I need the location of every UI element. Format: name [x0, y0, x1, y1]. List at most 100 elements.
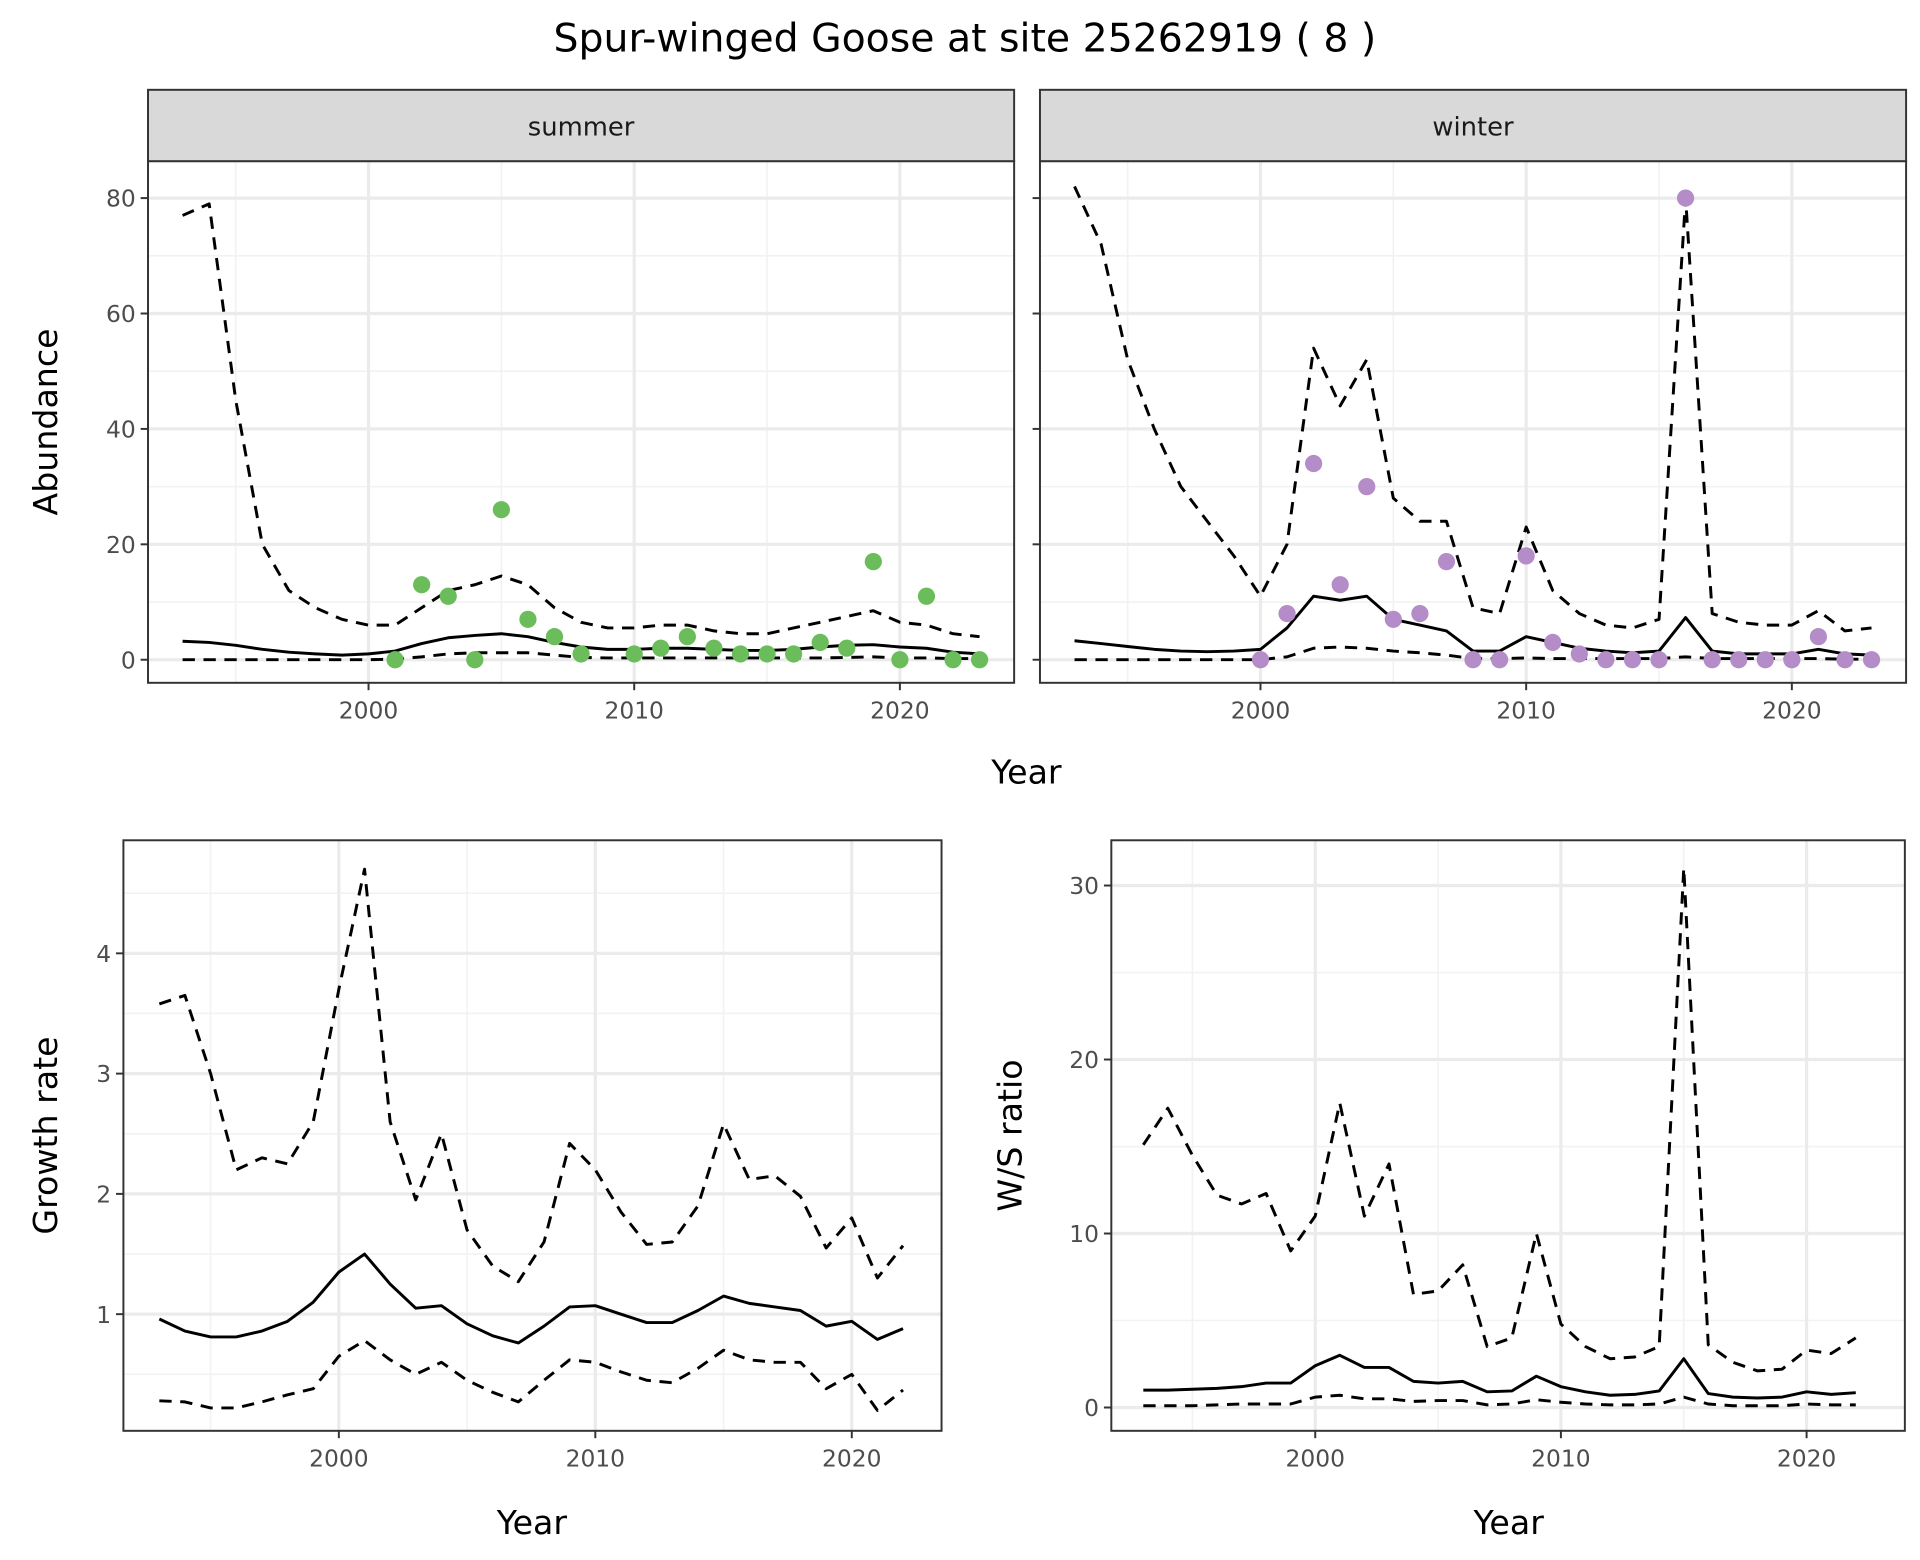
data-point: [1437, 553, 1456, 571]
data-point: [519, 610, 537, 628]
data-point: [466, 651, 484, 669]
y-tick-label: 20: [106, 531, 136, 559]
y-tick-label: 3: [96, 1060, 111, 1088]
y-tick-label: 80: [106, 185, 136, 213]
panel-ws: 2000 2010 2020 0 10 20 30 W/S ratio Year: [991, 839, 1906, 1542]
data-point: [864, 553, 882, 571]
data-point: [1862, 651, 1881, 669]
x-tick-label: 2020: [1777, 1444, 1836, 1472]
series-line-dashed-0: [1073, 185, 1872, 633]
data-point: [1251, 651, 1270, 669]
top-x-axis-title: Year: [990, 753, 1062, 792]
data-point: [1331, 576, 1349, 594]
y-tick-label: 1: [96, 1301, 111, 1329]
x-tick-label: 2000: [1231, 696, 1290, 724]
series-line-dashed-0: [181, 202, 980, 639]
data-point: [386, 651, 404, 669]
y-axis-title: Growth rate: [26, 1036, 65, 1234]
series-line-dashed-0: [1142, 866, 1857, 1373]
data-point: [891, 651, 909, 669]
x-axis-title: Year: [1473, 1503, 1545, 1542]
series-line-dashed-2: [159, 1339, 904, 1412]
facet-strip: [147, 88, 1016, 163]
data-point: [1358, 478, 1376, 496]
series-line-solid-1: [1143, 1353, 1856, 1400]
plot-background: [1111, 840, 1905, 1431]
data-point: [811, 633, 829, 652]
panel-border: [1110, 839, 1906, 1432]
data-point: [413, 576, 431, 594]
x-tick-label: 2010: [604, 696, 663, 724]
data-point: [1305, 454, 1323, 473]
data-point: [572, 645, 590, 663]
plot-background: [123, 840, 942, 1431]
data-point: [545, 628, 564, 646]
x-tick-label: 2010: [1531, 1444, 1590, 1472]
y-tick-label: 2: [96, 1180, 111, 1208]
series-line-dashed-2: [1143, 1393, 1856, 1408]
x-tick-label: 2010: [566, 1444, 625, 1472]
data-point: [1597, 651, 1615, 669]
x-tick-label: 2000: [339, 696, 398, 724]
data-point: [785, 645, 803, 663]
data-point: [1730, 651, 1748, 669]
data-point: [652, 639, 670, 657]
data-point: [758, 645, 776, 663]
data-point: [705, 639, 723, 657]
facet-label: summer: [528, 112, 635, 142]
data-point: [1756, 651, 1774, 669]
data-point: [1490, 651, 1509, 669]
y-tick-label: 20: [1069, 1046, 1099, 1074]
data-point: [1544, 633, 1562, 652]
panel-winter: winter 2000 2010 2020: [1032, 88, 1908, 724]
data-point: [1703, 651, 1721, 669]
plot-background: [148, 161, 1015, 683]
x-axis-title: Year: [496, 1503, 568, 1542]
y-tick-label: 10: [1069, 1220, 1099, 1248]
data-point: [1650, 651, 1668, 669]
data-point: [439, 587, 457, 605]
data-point: [1411, 604, 1429, 623]
data-point: [1623, 651, 1642, 669]
data-point: [1464, 651, 1482, 669]
y-tick-label: 40: [106, 416, 136, 444]
x-tick-label: 2000: [1286, 1444, 1345, 1472]
data-point: [1517, 547, 1535, 565]
y-tick-label: 0: [1084, 1394, 1099, 1422]
data-point: [1783, 651, 1801, 669]
data-point: [731, 645, 750, 663]
x-tick-label: 2020: [822, 1444, 881, 1472]
data-point: [492, 501, 510, 519]
data-point: [1836, 651, 1854, 669]
y-axis-title: Abundance: [26, 328, 65, 515]
y-tick-label: 4: [96, 940, 111, 968]
data-point: [838, 639, 856, 657]
data-point: [678, 628, 696, 646]
data-point: [625, 645, 643, 663]
data-point: [970, 651, 989, 669]
y-tick-label: 30: [1069, 872, 1099, 900]
y-axis-title: W/S ratio: [991, 1059, 1030, 1211]
data-point: [1676, 189, 1695, 207]
plot-background: [1039, 161, 1907, 683]
x-tick-label: 2020: [1762, 696, 1821, 724]
panel-border: [122, 839, 943, 1432]
series-line-solid-1: [158, 1252, 904, 1345]
panel-growth: 2000 2010 2020 1 2 3 4 Growth rate Year: [26, 839, 943, 1542]
facet-label: winter: [1432, 112, 1514, 142]
data-point: [944, 651, 962, 669]
panel-summer: summer 2000 2010 2020 0 20 40 60 80 Abundance: [26, 88, 1016, 724]
data-point: [1278, 604, 1296, 623]
y-tick-label: 0: [121, 646, 136, 674]
x-tick-label: 2020: [870, 696, 929, 724]
x-tick-label: 2000: [309, 1444, 368, 1472]
series-line-dashed-0: [158, 867, 905, 1284]
facet-strip: [1038, 88, 1908, 163]
data-point: [1809, 628, 1828, 646]
data-point: [917, 587, 936, 605]
data-point: [1570, 645, 1588, 663]
x-tick-label: 2010: [1496, 696, 1555, 724]
data-point: [1384, 610, 1402, 628]
